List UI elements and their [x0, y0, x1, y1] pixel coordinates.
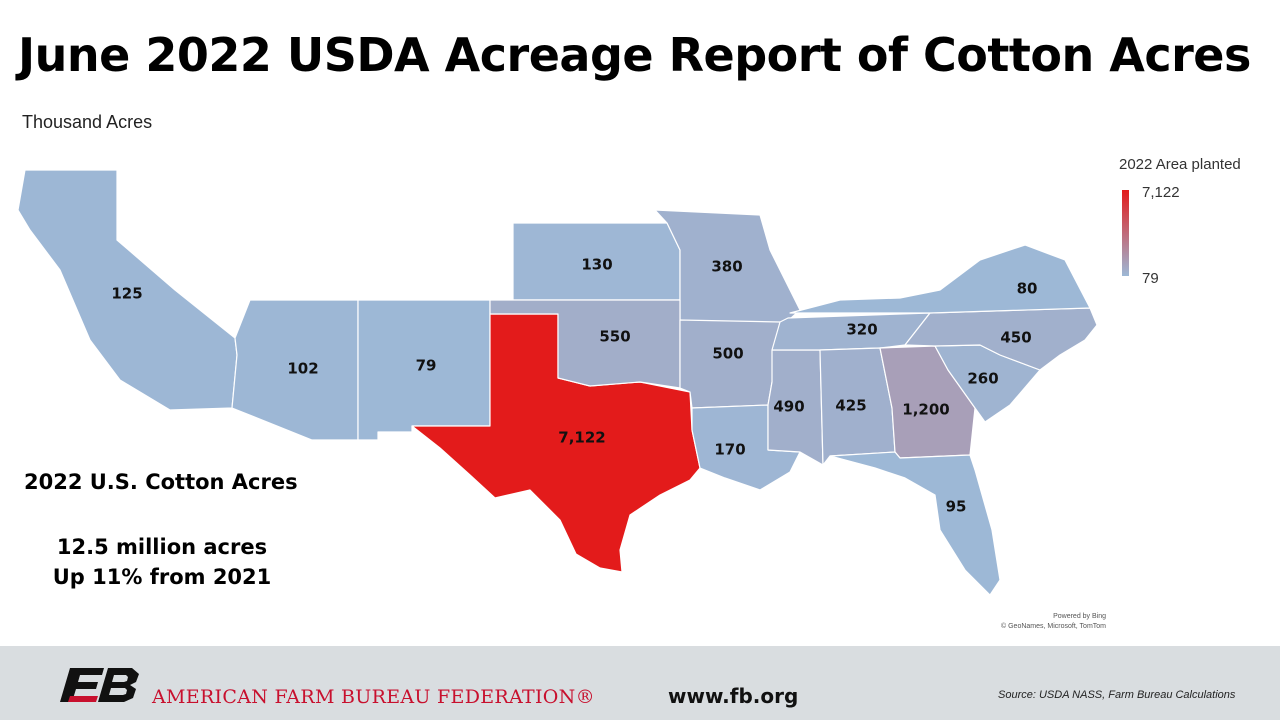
map-attribution: Powered by Bing © GeoNames, Microsoft, T… [960, 612, 1106, 632]
value-label-arizona: 102 [287, 360, 318, 378]
organization-name: AMERICAN FARM BUREAU FEDERATION® [152, 686, 595, 708]
state-north-carolina [904, 307, 1098, 371]
summary-box: 2022 U.S. Cotton Acres 12.5 million acre… [22, 470, 302, 592]
state-california [17, 169, 238, 411]
value-label-south-carolina: 260 [967, 370, 998, 388]
legend-title: 2022 Area planted [1119, 156, 1241, 173]
state-florida [829, 451, 1001, 596]
legend-max-label: 7,122 [1142, 184, 1180, 201]
page-title: June 2022 USDA Acreage Report of Cotton … [18, 28, 1251, 82]
cotton-acres-map: 125 102 79 7,122 130 380 550 500 170 490 320 425 1,2… [17, 169, 1098, 596]
summary-total-acres: 12.5 million acres [56, 535, 268, 559]
unit-label: Thousand Acres [22, 112, 153, 132]
attribution-credits: © GeoNames, Microsoft, TomTom [1001, 623, 1106, 630]
value-label-tennessee: 320 [846, 321, 877, 339]
value-label-california: 125 [111, 285, 142, 303]
attribution-powered-by: Powered by Bing [1053, 613, 1106, 620]
fb-logo-icon [60, 668, 139, 702]
footer-bar: AMERICAN FARM BUREAU FEDERATION® www.fb.… [0, 646, 1280, 720]
legend-gradient-bar [1122, 190, 1129, 276]
value-label-alabama: 425 [835, 397, 866, 415]
value-label-georgia: 1,200 [902, 401, 949, 419]
source-note: Source: USDA NASS, Farm Bureau Calculati… [998, 689, 1236, 701]
summary-title: 2022 U.S. Cotton Acres [24, 470, 298, 494]
state-virginia [789, 244, 1091, 314]
value-label-texas: 7,122 [558, 429, 605, 447]
value-label-florida: 95 [946, 498, 967, 516]
value-label-oklahoma: 550 [599, 328, 630, 346]
value-label-virginia: 80 [1017, 280, 1038, 298]
value-label-arkansas: 500 [712, 345, 743, 363]
legend-min-label: 79 [1142, 270, 1159, 287]
value-label-mississippi: 490 [773, 398, 804, 416]
website-link[interactable]: www.fb.org [668, 684, 799, 708]
value-label-new-mexico: 79 [416, 357, 437, 375]
value-label-louisiana: 170 [714, 441, 745, 459]
value-label-kansas: 130 [581, 256, 612, 274]
summary-change: Up 11% from 2021 [52, 565, 272, 589]
value-label-missouri: 380 [711, 258, 742, 276]
value-label-north-carolina: 450 [1000, 329, 1031, 347]
